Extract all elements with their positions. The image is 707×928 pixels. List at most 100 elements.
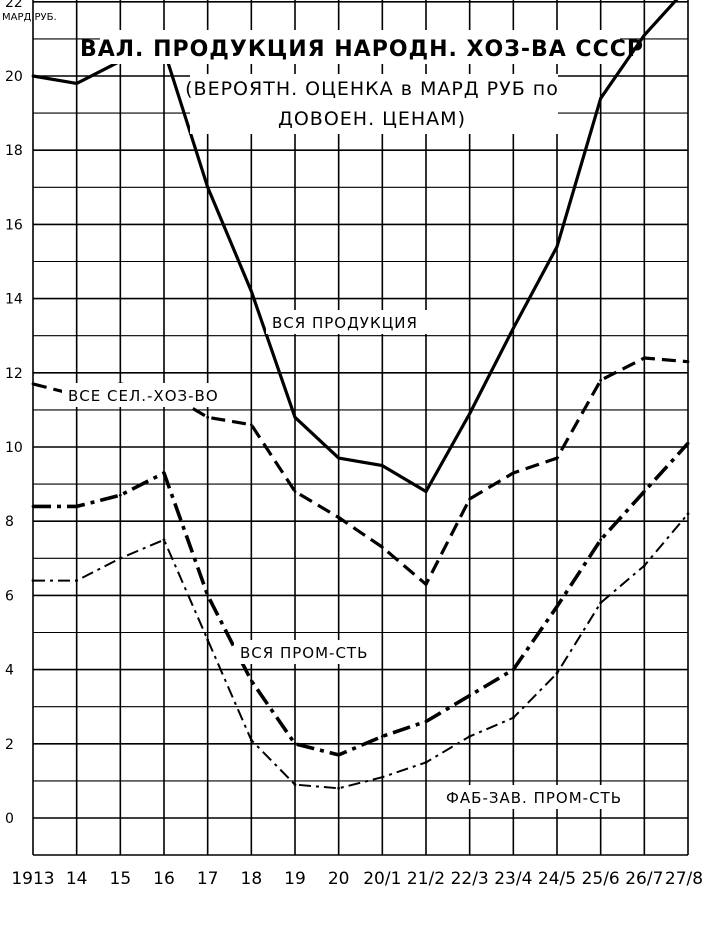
data-point-industry <box>249 679 253 683</box>
data-point-factory <box>118 556 122 560</box>
data-point-agriculture <box>337 516 341 519</box>
data-point-total <box>511 326 515 330</box>
data-point-total <box>468 412 472 416</box>
y-tick-label: 20 <box>5 69 23 85</box>
data-point-industry <box>642 490 646 493</box>
data-point-factory <box>599 601 603 605</box>
x-tick-label: 21/2 <box>407 869 445 889</box>
label-backdrop-factory <box>440 785 624 809</box>
data-point-factory <box>75 579 79 582</box>
data-point-factory <box>206 638 210 642</box>
x-tick-label: 18 <box>241 869 263 889</box>
data-point-total <box>424 490 428 493</box>
data-point-factory <box>468 734 472 738</box>
data-point-agriculture <box>206 415 210 419</box>
data-point-industry <box>468 694 472 697</box>
y-tick-label: 14 <box>5 292 23 308</box>
data-point-total <box>599 96 603 100</box>
data-point-total <box>380 464 384 467</box>
y-axis-ticks: 0 2 4 6 8 10 12 14 16 18 20 22 <box>5 0 23 827</box>
y-tick-label: 10 <box>5 440 23 456</box>
data-point-industry <box>75 504 79 508</box>
data-point-agriculture <box>511 471 515 475</box>
x-axis-ticks: 1913 14 15 16 17 18 19 20 20/1 21/2 22/3 23/4 24/5 25… <box>11 869 703 889</box>
x-tick-label: 14 <box>66 869 88 889</box>
chart-subtitle-line1: (ВЕРОЯТН. ОЦЕНКА в МАРД РУБ по <box>185 78 559 100</box>
x-tick-label: 1913 <box>11 869 54 889</box>
data-point-total <box>75 82 79 85</box>
x-tick-label: 17 <box>197 869 219 889</box>
series-line-factory <box>33 513 689 790</box>
data-point-total <box>293 415 297 419</box>
data-point-industry <box>599 538 603 542</box>
data-point-agriculture <box>599 378 603 382</box>
label-backdrop-industry <box>234 640 376 664</box>
series-label-industry: ВСЯ ПРОМ-СТЬ <box>240 644 368 662</box>
data-point-factory <box>642 564 646 568</box>
data-point-industry <box>31 504 35 508</box>
data-point-factory <box>380 775 384 779</box>
data-point-total <box>206 185 210 189</box>
data-point-total <box>249 289 253 293</box>
series-label-factory: ФАБ-ЗАВ. ПРОМ-СТЬ <box>446 789 622 807</box>
series-line-total <box>32 0 679 494</box>
y-tick-label: 18 <box>5 143 23 159</box>
data-point-agriculture <box>31 382 35 386</box>
y-tick-label: 4 <box>5 663 14 679</box>
x-tick-label: 25/6 <box>582 869 620 889</box>
series-label-total: ВСЯ ПРОДУКЦИЯ <box>272 314 418 332</box>
x-tick-label: 22/3 <box>451 869 489 889</box>
data-point-factory <box>293 783 297 787</box>
data-point-industry <box>555 605 559 608</box>
data-point-factory <box>337 786 341 790</box>
x-tick-label: 24/5 <box>538 869 576 889</box>
subtitle-backdrop <box>190 74 558 134</box>
y-tick-label: 2 <box>5 737 14 753</box>
data-point-industry <box>380 734 384 738</box>
x-tick-label: 19 <box>284 869 306 889</box>
data-point-agriculture <box>468 497 472 501</box>
data-point-industry <box>424 720 428 723</box>
data-point-factory <box>511 716 515 720</box>
data-point-total <box>555 245 559 249</box>
data-point-industry <box>686 441 690 445</box>
y-tick-label: 6 <box>5 588 14 604</box>
data-point-industry <box>293 742 297 746</box>
data-point-total <box>642 33 646 37</box>
data-point-agriculture <box>424 582 428 586</box>
series-label-agriculture: ВСЕ СЕЛ.-ХОЗ-ВО <box>68 387 219 405</box>
chart-title: ВАЛ. ПРОДУКЦИЯ НАРОДН. ХОЗ-ВА СССР <box>80 37 644 62</box>
data-point-total <box>337 456 341 460</box>
x-tick-label: 23/4 <box>494 869 532 889</box>
data-point-factory <box>249 738 253 742</box>
data-point-factory <box>686 512 690 516</box>
x-tick-label: 27/8 <box>665 869 703 889</box>
data-point-agriculture <box>642 356 646 360</box>
data-point-total <box>31 74 35 78</box>
data-point-factory <box>162 538 166 542</box>
data-point-factory <box>555 671 559 675</box>
data-point-agriculture <box>293 490 297 493</box>
x-tick-label: 15 <box>110 869 132 889</box>
series-line-industry <box>33 442 690 757</box>
data-point-factory <box>424 760 428 764</box>
data-point-agriculture <box>249 423 253 427</box>
x-tick-label: 26/7 <box>625 869 663 889</box>
chart-subtitle-line2: ДОВОЕН. ЦЕНАМ) <box>278 108 466 130</box>
x-tick-label: 20 <box>328 869 350 889</box>
y-tick-label: 16 <box>5 217 23 233</box>
data-point-industry <box>162 471 166 475</box>
y-axis-unit: МАРД.РУБ. <box>2 12 57 23</box>
x-tick-label: 20/1 <box>363 869 401 889</box>
x-tick-label: 16 <box>153 869 175 889</box>
data-point-industry <box>511 668 515 671</box>
data-point-agriculture <box>380 545 384 549</box>
data-point-industry <box>206 594 210 597</box>
y-tick-label: 0 <box>5 811 14 827</box>
label-backdrop-total <box>266 310 430 334</box>
data-point-agriculture <box>555 456 559 460</box>
label-backdrop-agriculture <box>62 383 228 407</box>
y-tick-label: 12 <box>5 366 23 382</box>
data-point-industry <box>118 493 122 497</box>
